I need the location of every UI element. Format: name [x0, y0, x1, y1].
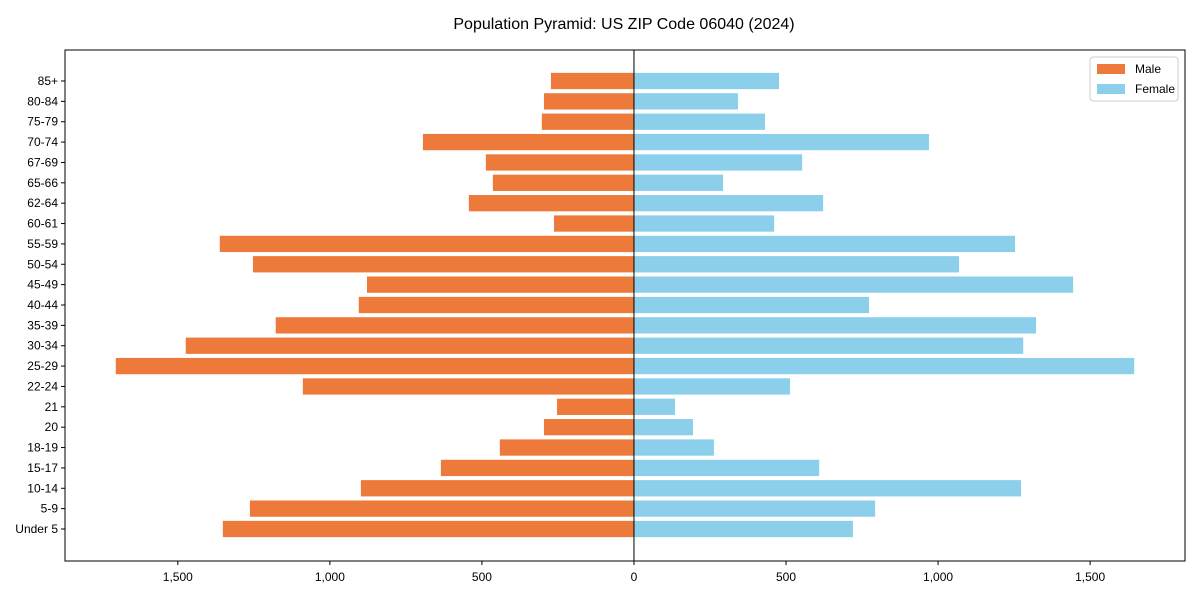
legend-label-male: Male: [1135, 62, 1161, 76]
bar-male-50-54: [252, 256, 634, 273]
bar-male-65-66: [492, 174, 634, 191]
bar-male-85+: [550, 72, 634, 90]
bar-female-under-5: [633, 520, 853, 538]
bar-male-55-59: [219, 235, 634, 253]
bar-male-21: [557, 398, 634, 415]
legend-label-female: Female: [1135, 82, 1175, 96]
bar-male-22-24: [302, 378, 634, 395]
bar-female-70-74: [633, 133, 929, 151]
bar-female-67-69: [633, 154, 803, 171]
bar-female-10-14: [633, 480, 1022, 497]
chart-title: Population Pyramid: US ZIP Code 06040 (2…: [453, 16, 794, 33]
y-tick-label: 5-9: [41, 502, 59, 516]
bar-male-15-17: [440, 459, 634, 477]
y-tick-label: 40-44: [27, 298, 58, 312]
y-tick-label: 70-74: [27, 135, 58, 149]
legend-swatch-female: [1097, 84, 1125, 94]
bar-male-5-9: [249, 500, 634, 517]
y-tick-label: 22-24: [27, 379, 58, 393]
y-tick-label: 45-49: [27, 278, 58, 292]
bar-male-75-79: [541, 113, 634, 130]
bar-male-62-64: [468, 195, 634, 212]
bar-male-40-44: [358, 296, 634, 314]
x-tick-label: 500: [472, 570, 492, 584]
y-tick-label: 21: [45, 400, 59, 414]
x-tick-label: 0: [631, 570, 638, 584]
y-tick-label: 85+: [38, 74, 58, 88]
bar-male-10-14: [360, 480, 634, 497]
bar-female-18-19: [633, 439, 714, 456]
bar-male-30-34: [185, 337, 634, 354]
bar-female-55-59: [633, 235, 1016, 253]
y-tick-label: Under 5: [15, 522, 58, 536]
legend-swatch-male: [1097, 64, 1125, 74]
bar-female-65-66: [633, 174, 724, 191]
bar-female-25-29: [633, 357, 1135, 375]
y-tick-label: 18-19: [27, 441, 58, 455]
bar-female-15-17: [633, 459, 820, 477]
y-tick-label: 80-84: [27, 94, 58, 108]
bar-male-18-19: [499, 439, 634, 456]
y-tick-label: 25-29: [27, 359, 58, 373]
y-tick-label: 67-69: [27, 155, 58, 169]
bar-male-67-69: [485, 154, 634, 171]
bar-male-60-61: [553, 215, 634, 232]
y-tick-label: 35-39: [27, 318, 58, 332]
x-tick-label: 500: [776, 570, 796, 584]
bar-female-85+: [633, 72, 780, 90]
x-tick-label: 1,500: [163, 570, 193, 584]
bar-female-21: [633, 398, 676, 415]
bar-female-60-61: [633, 215, 775, 232]
bar-female-62-64: [633, 195, 824, 212]
x-tick-label: 1,000: [923, 570, 953, 584]
bar-female-30-34: [633, 337, 1024, 354]
bar-female-75-79: [633, 113, 766, 130]
plot-frame: [64, 49, 1186, 562]
x-tick-label: 1,000: [315, 570, 345, 584]
bar-male-80-84: [543, 93, 634, 110]
bar-female-5-9: [633, 500, 876, 517]
y-tick-label: 62-64: [27, 196, 58, 210]
bar-female-45-49: [633, 276, 1074, 293]
y-tick-label: 65-66: [27, 176, 58, 190]
legend: Male Female: [1089, 56, 1179, 102]
bar-male-70-74: [422, 133, 634, 151]
bar-female-40-44: [633, 296, 870, 314]
bar-male-45-49: [366, 276, 634, 293]
bar-female-35-39: [633, 317, 1036, 334]
y-tick-label: 30-34: [27, 339, 58, 353]
y-tick-label: 75-79: [27, 115, 58, 129]
y-tick-label: 20: [45, 420, 59, 434]
bar-male-20: [543, 419, 634, 436]
bar-female-20: [633, 419, 693, 436]
bar-female-22-24: [633, 378, 790, 395]
y-tick-label: 50-54: [27, 257, 58, 271]
bar-female-50-54: [633, 256, 960, 273]
x-tick-label: 1,500: [1075, 570, 1105, 584]
bar-female-80-84: [633, 93, 738, 110]
y-tick-label: 60-61: [27, 217, 58, 231]
y-tick-label: 10-14: [27, 481, 58, 495]
bar-male-25-29: [115, 357, 634, 375]
y-tick-label: 55-59: [27, 237, 58, 251]
y-tick-label: 15-17: [27, 461, 58, 475]
bar-male-35-39: [275, 317, 634, 334]
bar-male-under-5: [222, 520, 634, 538]
